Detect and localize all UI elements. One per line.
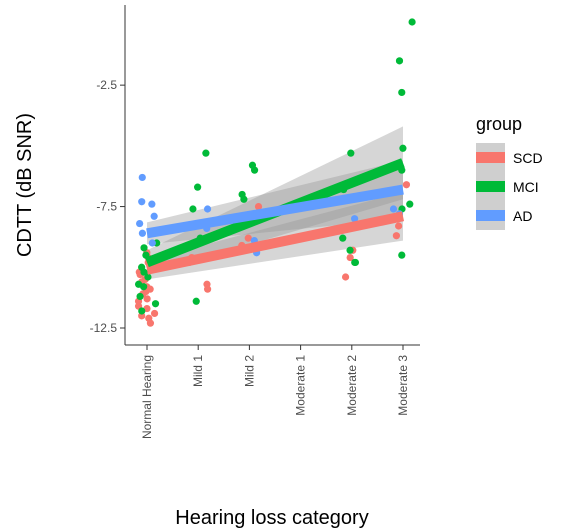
data-point-ad xyxy=(138,173,146,182)
x-tick-label: Mild 2 xyxy=(242,355,256,387)
data-point-scd xyxy=(203,285,212,293)
legend-label-ad: AD xyxy=(513,208,532,224)
data-point-mci xyxy=(151,300,160,308)
legend-key-scd xyxy=(476,152,505,163)
data-point-mci xyxy=(351,258,359,267)
data-point-mci xyxy=(134,280,143,288)
ci-ribbons xyxy=(147,126,403,280)
data-point-ad xyxy=(138,198,146,206)
y-tick-label: -2.5 xyxy=(96,78,117,92)
data-point-ad xyxy=(389,205,398,213)
data-point-scd xyxy=(346,253,354,262)
legend-label-scd: SCD xyxy=(513,150,543,166)
data-point-ad xyxy=(148,239,156,247)
data-point-scd xyxy=(146,319,155,327)
data-point-mci xyxy=(136,292,144,301)
legend-key-ad xyxy=(476,210,505,221)
data-point-ad xyxy=(203,205,212,213)
fit-line-ad xyxy=(146,184,404,239)
data-point-mci xyxy=(140,268,148,276)
data-point-mci xyxy=(395,57,404,65)
legend-title: group xyxy=(476,114,522,134)
y-tick-label: -12.5 xyxy=(90,321,118,335)
y-axis-title: CDTT (dB SNR) xyxy=(14,113,36,257)
x-tick-label: Mild 1 xyxy=(191,355,205,387)
data-point-mci xyxy=(346,246,354,254)
data-point-scd xyxy=(402,181,411,189)
data-point-mci xyxy=(194,183,202,191)
data-point-scd xyxy=(150,309,159,318)
data-point-ad xyxy=(138,229,147,237)
data-point-mci xyxy=(138,307,146,315)
data-point-mci xyxy=(192,297,200,305)
data-point-scd xyxy=(395,222,403,230)
data-point-mci xyxy=(248,161,257,169)
data-point-scd xyxy=(254,202,263,211)
data-point-mci xyxy=(189,205,197,213)
legend-label-mci: MCI xyxy=(513,179,539,195)
data-point-scd xyxy=(341,273,350,281)
y-tick-label: -7.5 xyxy=(96,200,117,214)
data-point-mci xyxy=(408,18,416,26)
axes: -12.5 -7.5 -2.5 Normal Hearing Mild 1 Mild 2… xyxy=(90,5,420,439)
data-point-mci xyxy=(339,234,347,242)
legend-items: SCD MCI AD xyxy=(476,143,543,230)
data-point-mci xyxy=(398,88,406,97)
x-tick-label: Moderate 2 xyxy=(345,355,359,416)
data-point-mci xyxy=(202,149,210,157)
x-tick-label: Moderate 1 xyxy=(294,355,308,416)
data-point-scd xyxy=(392,232,401,240)
data-point-ad xyxy=(148,200,156,208)
legend: group SCD MCI AD xyxy=(476,114,543,230)
data-point-mci xyxy=(240,195,248,203)
fit-lines xyxy=(145,158,405,275)
data-point-mci xyxy=(406,200,414,208)
data-point-mci xyxy=(398,251,406,259)
x-axis-title: Hearing loss category xyxy=(175,507,368,529)
x-tick-label: Moderate 3 xyxy=(396,355,410,416)
legend-key-mci xyxy=(476,181,505,192)
data-point-ad xyxy=(136,219,144,228)
data-point-mci xyxy=(140,244,148,252)
data-point-ad xyxy=(351,215,359,223)
data-point-scd xyxy=(244,234,252,242)
fit-line-scd xyxy=(145,211,405,275)
data-point-mci xyxy=(347,149,355,157)
data-point-mci xyxy=(144,273,152,281)
x-tick-label: Normal Hearing xyxy=(140,355,154,439)
data-point-scd xyxy=(143,295,151,303)
y-ticks: -12.5 -7.5 -2.5 xyxy=(90,78,125,335)
data-point-mci xyxy=(399,144,407,152)
data-point-ad xyxy=(150,212,158,220)
x-ticks: Normal Hearing Mild 1 Mild 2 Moderate 1 Mode… xyxy=(140,345,410,439)
